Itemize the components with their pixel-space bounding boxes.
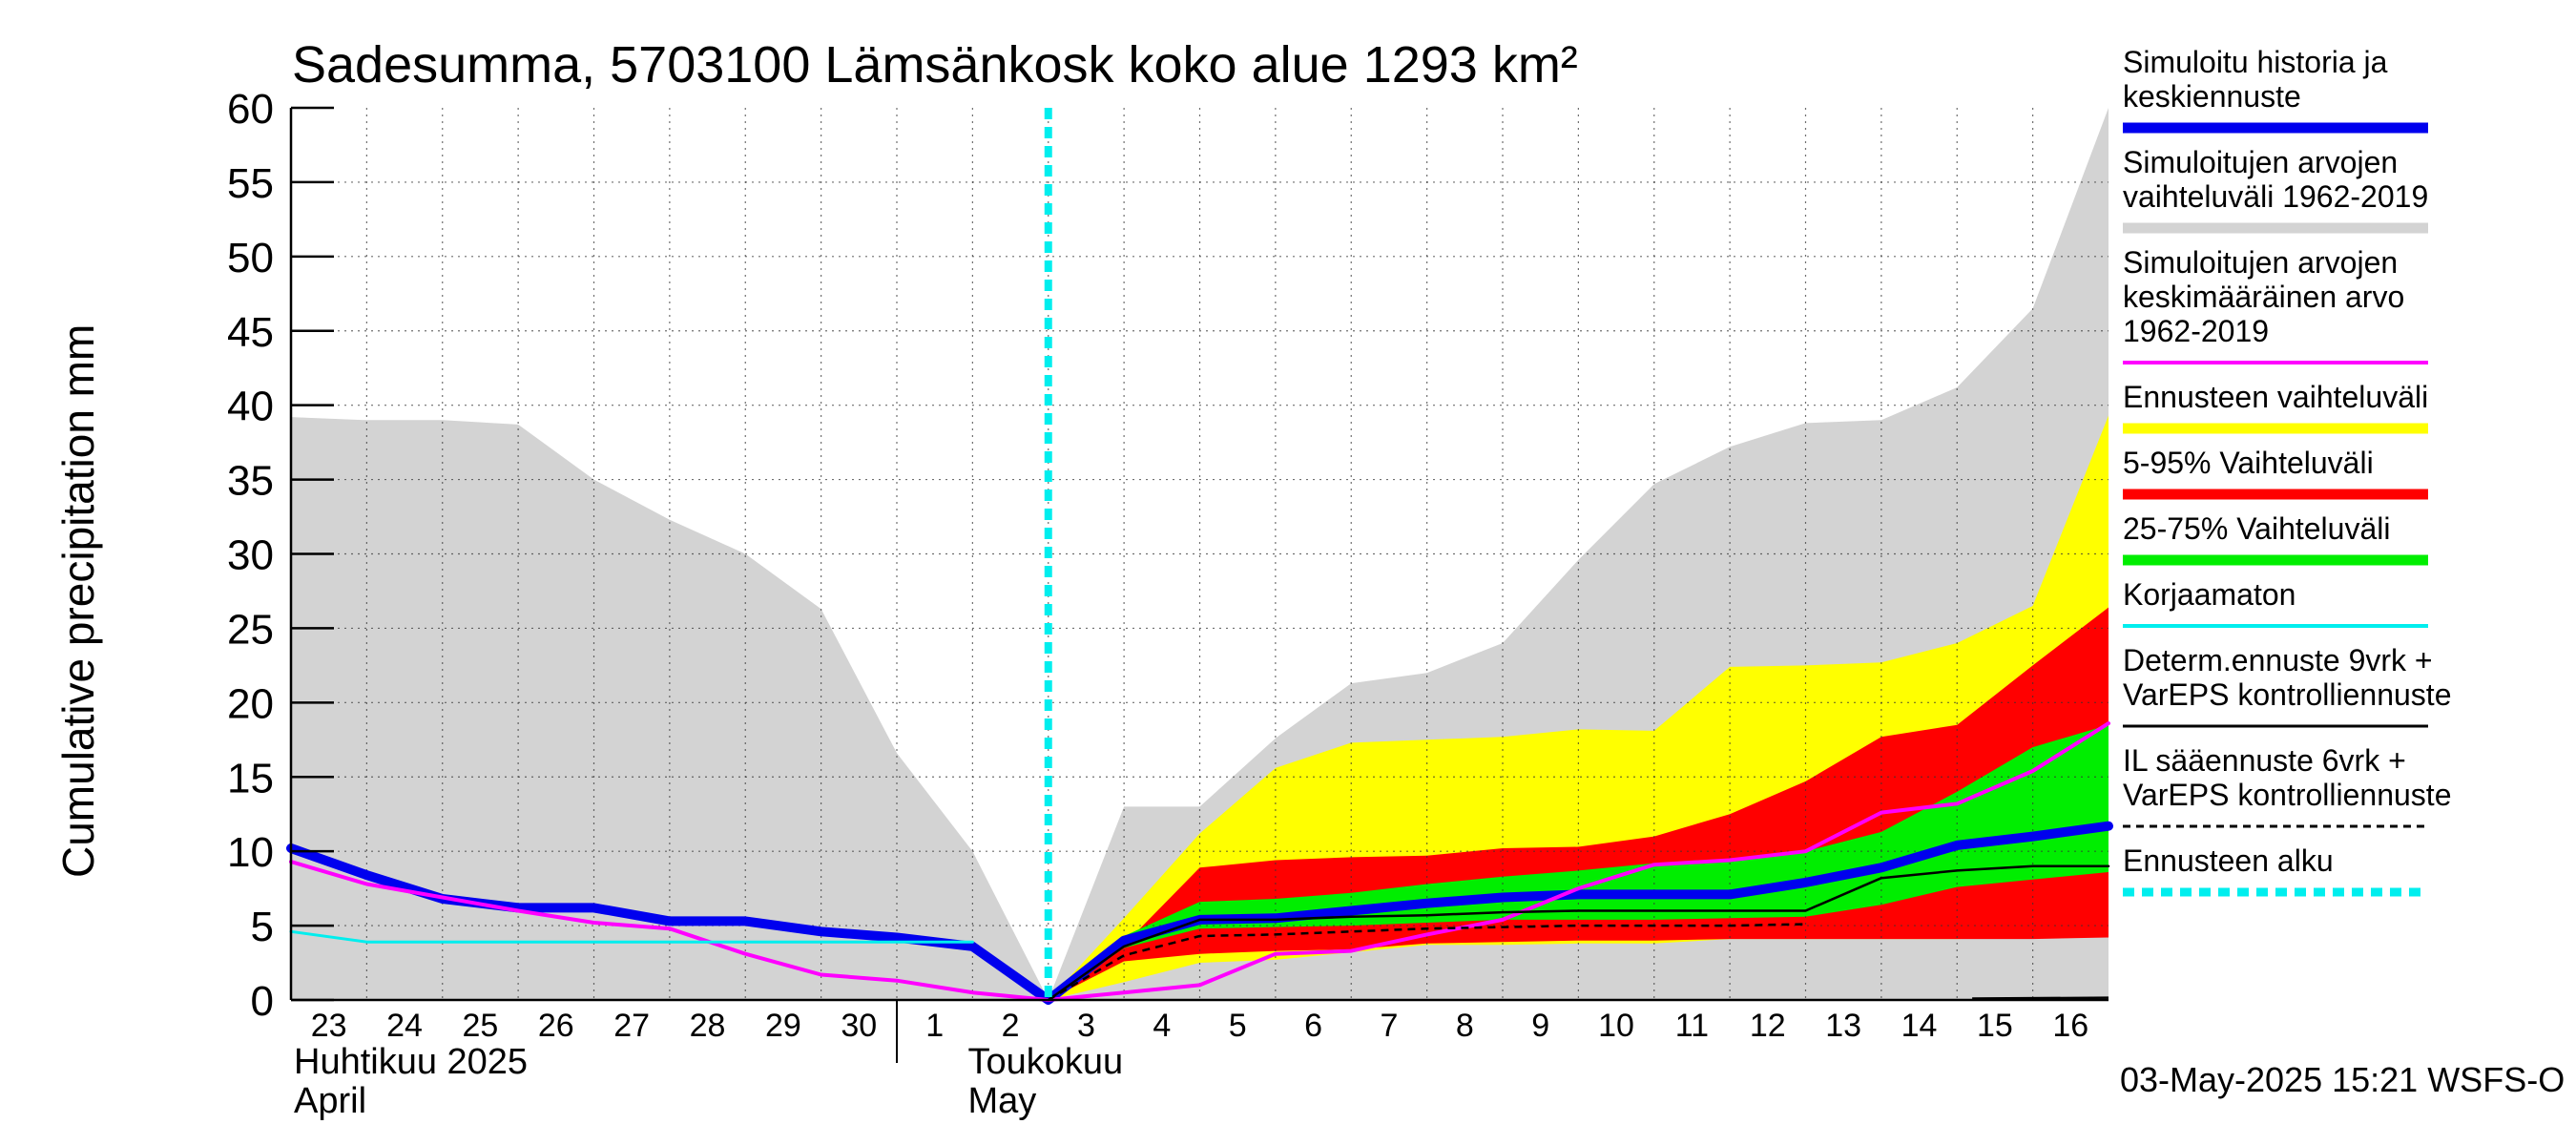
y-axis-label: Cumulative precipitation mm bbox=[53, 324, 103, 878]
y-tick-label: 60 bbox=[227, 86, 274, 133]
month-label-fi: Toukokuu bbox=[967, 1042, 1123, 1082]
x-tick-label: 15 bbox=[1977, 1008, 2013, 1044]
x-tick-label: 23 bbox=[311, 1008, 347, 1044]
x-tick-label: 5 bbox=[1229, 1008, 1247, 1044]
legend-label: 1962-2019 bbox=[2123, 314, 2269, 348]
x-tick-label: 11 bbox=[1675, 1008, 1709, 1044]
legend-label: Determ.ennuste 9vrk + bbox=[2123, 643, 2433, 677]
axes-layer bbox=[289, 106, 2109, 1063]
y-tick-label: 25 bbox=[227, 606, 274, 653]
legend-label: 5-95% Vaihteluväli bbox=[2123, 446, 2374, 480]
legend-label: VarEPS kontrolliennuste bbox=[2123, 677, 2451, 712]
series-layer bbox=[286, 721, 2113, 1005]
x-tick-label: 1 bbox=[925, 1008, 944, 1044]
grid-layer bbox=[291, 108, 2109, 1000]
month-label-en: April bbox=[294, 1081, 366, 1121]
x-tick-label: 27 bbox=[613, 1008, 650, 1044]
x-tick-label: 12 bbox=[1750, 1008, 1786, 1044]
legend-label: Ennusteen vaihteluväli bbox=[2123, 380, 2428, 414]
series-line-4 bbox=[1048, 923, 1806, 1002]
x-tick-label: 13 bbox=[1825, 1008, 1861, 1044]
chart-title: Sadesumma, 5703100 Lämsänkosk koko alue … bbox=[292, 36, 1578, 94]
x-tick-label: 30 bbox=[841, 1008, 877, 1044]
x-tick-label: 6 bbox=[1304, 1008, 1322, 1044]
series-line-1 bbox=[289, 721, 2110, 1002]
legend-label: VarEPS kontrolliennuste bbox=[2123, 778, 2451, 812]
y-tick-label: 40 bbox=[227, 384, 274, 430]
legend-label: keskimääräinen arvo bbox=[2123, 280, 2404, 314]
legend-label: Simuloitujen arvojen bbox=[2123, 145, 2398, 179]
x-tick-label: 8 bbox=[1456, 1008, 1474, 1044]
x-tick-label: 10 bbox=[1598, 1008, 1634, 1044]
legend-label: IL sääennuste 6vrk + bbox=[2123, 743, 2406, 778]
series-line-2 bbox=[289, 929, 974, 944]
x-tick-label: 26 bbox=[538, 1008, 574, 1044]
y-tick-label: 5 bbox=[251, 904, 274, 950]
legend-label: Korjaamaton bbox=[2123, 577, 2296, 612]
series-line-minimum bbox=[1972, 996, 2109, 1000]
legend-label: vaihteluväli 1962-2019 bbox=[2123, 179, 2428, 214]
y-tick-label: 50 bbox=[227, 235, 274, 281]
x-tick-label: 29 bbox=[765, 1008, 801, 1044]
y-tick-label: 55 bbox=[227, 160, 274, 207]
y-tick-label: 30 bbox=[227, 532, 274, 579]
x-tick-label: 24 bbox=[386, 1008, 423, 1044]
y-tick-label: 35 bbox=[227, 458, 274, 505]
series-line-3 bbox=[1047, 864, 2110, 1002]
y-tick-label: 10 bbox=[227, 829, 274, 876]
y-tick-label: 20 bbox=[227, 680, 274, 727]
legend-label: keskiennuste bbox=[2123, 79, 2301, 114]
legend-label: Ennusteen alku bbox=[2123, 843, 2334, 878]
x-tick-label: 14 bbox=[1901, 1008, 1938, 1044]
x-tick-label: 2 bbox=[1002, 1008, 1020, 1044]
month-label-fi: Huhtikuu 2025 bbox=[294, 1042, 528, 1082]
x-tick-label: 7 bbox=[1380, 1008, 1398, 1044]
y-tick-label: 45 bbox=[227, 309, 274, 356]
month-label-en: May bbox=[967, 1081, 1036, 1121]
timestamp-label: 03-May-2025 15:21 WSFS-O bbox=[2120, 1060, 2565, 1099]
x-tick-label: 28 bbox=[690, 1008, 726, 1044]
legend-label: 25-75% Vaihteluväli bbox=[2123, 511, 2390, 546]
x-tick-label: 16 bbox=[2052, 1008, 2088, 1044]
legend-label: Simuloitu historia ja bbox=[2123, 45, 2388, 79]
x-tick-label: 9 bbox=[1531, 1008, 1549, 1044]
x-tick-label: 25 bbox=[463, 1008, 499, 1044]
y-tick-label: 15 bbox=[227, 755, 274, 802]
y-tick-label: 0 bbox=[251, 978, 274, 1025]
x-tick-label: 4 bbox=[1153, 1008, 1171, 1044]
legend-label: Simuloitujen arvojen bbox=[2123, 245, 2398, 280]
x-tick-label: 3 bbox=[1077, 1008, 1095, 1044]
